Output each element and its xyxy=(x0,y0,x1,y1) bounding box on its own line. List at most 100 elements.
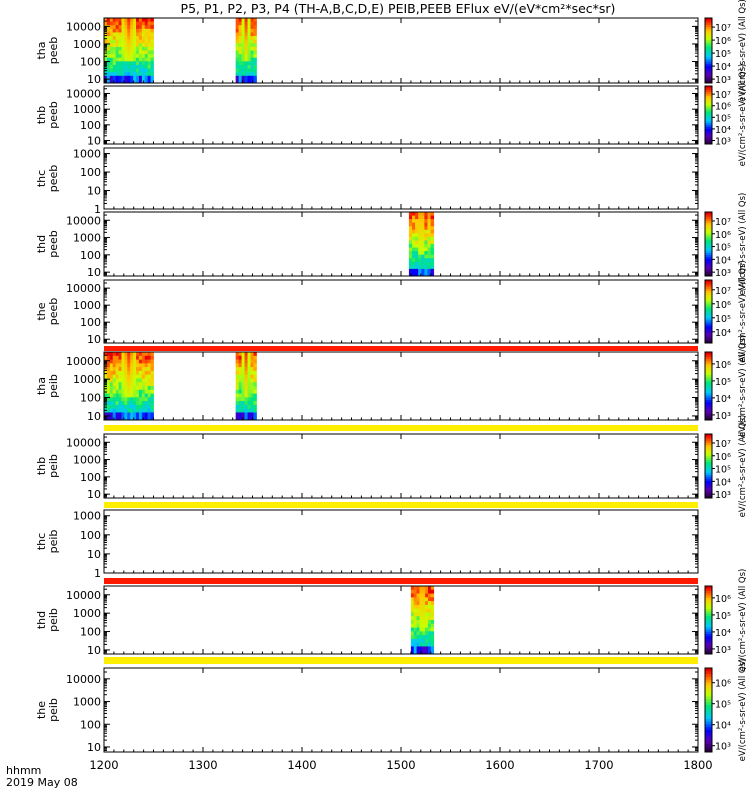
colorbar-cell xyxy=(705,361,712,364)
y-tick-label: 10000 xyxy=(66,589,101,602)
spectrogram-cell xyxy=(147,355,151,360)
colorbar-cell xyxy=(705,271,712,275)
colorbar-cell xyxy=(705,74,712,77)
spectrogram-cell xyxy=(418,240,422,245)
spectrogram-cell xyxy=(104,393,108,398)
spectrogram-cell xyxy=(133,18,137,23)
spectrogram-cell xyxy=(253,370,257,376)
spectrogram-cell xyxy=(141,352,146,357)
separator-band xyxy=(104,657,698,664)
spectrogram-cell xyxy=(133,359,137,364)
panel-background xyxy=(104,352,698,420)
spectrogram-cell xyxy=(141,382,146,387)
spectrogram-cell xyxy=(422,612,426,617)
spectrogram-cell xyxy=(250,412,254,417)
spectrogram-cell xyxy=(413,627,417,632)
spectrogram-cell xyxy=(244,363,248,368)
colorbar-tick-label: 10⁶ xyxy=(715,452,731,463)
colorbar-tick-label: 10⁵ xyxy=(715,700,731,711)
colorbar-cell xyxy=(705,372,712,376)
spectrogram-cell xyxy=(410,646,415,651)
spectrogram-cell xyxy=(133,370,137,376)
spectrogram-cell xyxy=(244,75,248,80)
spectrogram-cell xyxy=(138,36,143,41)
spectrogram-cell xyxy=(415,236,419,241)
spectrogram-cell xyxy=(418,254,422,259)
spectrogram-cell xyxy=(130,79,134,84)
spectrogram-cell xyxy=(130,370,134,376)
spectrogram-cell xyxy=(118,36,122,41)
spectrogram-cell xyxy=(235,79,240,84)
colorbar-cell xyxy=(705,273,712,277)
colorbar-cell xyxy=(705,434,712,437)
spectrogram-cell xyxy=(241,75,245,80)
spectrogram-cell xyxy=(112,50,117,55)
spectrogram-cell xyxy=(115,25,119,30)
spectrogram-cell xyxy=(106,61,111,66)
spectrogram-cell xyxy=(109,363,114,368)
spectrogram-cell xyxy=(424,265,428,270)
spectrogram-cell xyxy=(118,64,122,69)
spectrogram-cell xyxy=(422,627,426,632)
spectrogram-cell xyxy=(419,623,423,628)
colorbar-cell xyxy=(705,592,712,596)
spectrogram-cell xyxy=(430,638,435,644)
spectrogram-cell xyxy=(121,18,125,23)
spectrogram-cell xyxy=(422,601,426,606)
spectrogram-cell xyxy=(408,265,413,270)
spectrogram-cell xyxy=(412,240,416,245)
spectrogram-cell xyxy=(150,374,154,379)
spectrogram-cell xyxy=(241,355,245,360)
spectrogram-cell xyxy=(138,39,143,44)
y-tick-label: 10000 xyxy=(66,355,101,368)
spectrogram-cell xyxy=(147,72,151,77)
spectrogram-cell xyxy=(408,268,413,273)
spectrogram-cell xyxy=(425,586,429,591)
spectrogram-cell xyxy=(147,401,151,406)
spectrogram-cell xyxy=(412,251,416,256)
spectrogram-cell xyxy=(106,39,111,44)
spectrogram-cell xyxy=(106,25,111,30)
colorbar-cell xyxy=(705,338,712,342)
spectrogram-cell xyxy=(133,25,137,30)
panel-label-instrument: peeb xyxy=(47,37,60,65)
colorbar-cell xyxy=(705,305,712,308)
spectrogram-cell xyxy=(408,258,413,263)
spectrogram-cell xyxy=(250,57,254,62)
spectrogram-cell xyxy=(141,61,146,66)
spectrogram-cell xyxy=(141,64,146,69)
spectrogram-cell xyxy=(238,28,243,33)
spectrogram-cell xyxy=(138,389,143,394)
spectrogram-cell xyxy=(138,54,143,59)
spectrogram-cell xyxy=(124,367,128,372)
y-tick-label: 1000 xyxy=(73,454,101,467)
spectrogram-cell xyxy=(130,43,134,48)
spectrogram-cell xyxy=(424,212,428,216)
spectrogram-cell xyxy=(133,416,137,421)
spectrogram-cell xyxy=(408,233,413,238)
colorbar-cell xyxy=(705,370,712,373)
spectrogram-cell xyxy=(127,61,131,66)
spectrogram-cell xyxy=(115,370,119,376)
spectrogram-cell xyxy=(427,638,432,644)
spectrogram-cell xyxy=(138,64,143,69)
spectrogram-cell xyxy=(412,265,416,270)
spectrogram-cell xyxy=(244,21,248,26)
spectrogram-cell xyxy=(136,408,140,413)
spectrogram-cell xyxy=(121,64,125,69)
spectrogram-cell xyxy=(136,68,140,73)
spectrogram-cell xyxy=(150,352,154,357)
colorbar-cell xyxy=(705,212,712,215)
spectrogram-cell xyxy=(419,586,423,591)
spectrogram-cell xyxy=(130,72,134,77)
spectrogram-cell xyxy=(410,589,415,594)
spectrogram-cell xyxy=(241,64,245,69)
spectrogram-cell xyxy=(412,247,416,252)
x-tick-label: 1800 xyxy=(683,758,712,772)
spectrogram-cell xyxy=(104,367,108,372)
spectrogram-cell xyxy=(238,386,243,391)
spectrogram-cell xyxy=(133,57,137,62)
colorbar-cell xyxy=(705,267,712,270)
spectrogram-cell xyxy=(130,21,134,26)
